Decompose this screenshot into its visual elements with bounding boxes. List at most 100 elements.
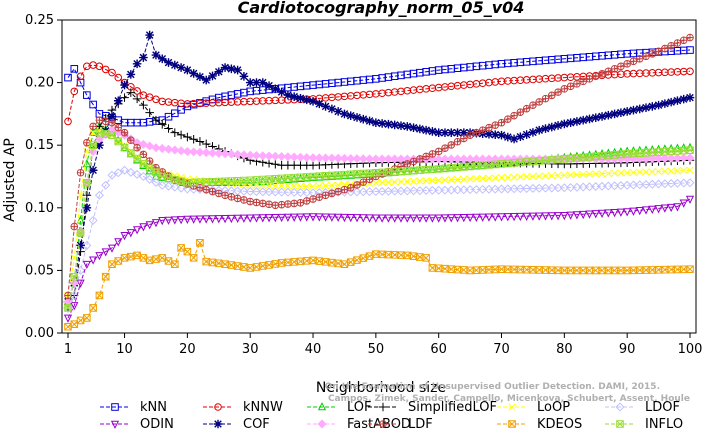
data-point-ldof [151, 177, 161, 187]
data-point-odin [579, 210, 588, 220]
data-point-ldof [635, 180, 645, 190]
data-point-ldf [340, 185, 349, 194]
y-tick-label: 0.15 [25, 138, 54, 153]
data-point-lof [145, 166, 154, 175]
data-point-loop [372, 179, 380, 187]
series-ldf [64, 33, 694, 300]
data-point-ldf [83, 138, 91, 147]
data-point-fastabod [214, 148, 224, 158]
data-point-cof [503, 132, 513, 142]
data-point-fastabod [226, 149, 236, 159]
data-point-fastabod [170, 145, 180, 155]
data-point-ldf [453, 137, 462, 146]
data-point-ldf [654, 47, 663, 56]
data-point-loop [277, 182, 286, 190]
data-point-inflo [441, 164, 449, 173]
data-point-loop [89, 129, 97, 137]
data-point-fastabod [672, 153, 682, 163]
data-point-loop [397, 178, 405, 186]
x-tick-label: 70 [493, 342, 510, 357]
data-point-lof [334, 171, 343, 180]
data-point-knnw [139, 91, 148, 99]
data-point-kdeos [158, 254, 167, 262]
data-point-lof [359, 169, 368, 179]
data-point-cof [220, 63, 230, 72]
data-point-ldf [642, 52, 650, 61]
data-point-fastabod [157, 143, 167, 153]
data-point-cof [534, 125, 544, 135]
data-point-loop [541, 172, 550, 180]
data-point-fastabod [69, 278, 79, 288]
data-point-odin [327, 213, 336, 222]
data-point-odin [597, 209, 607, 218]
data-point-ldof [584, 182, 594, 192]
legend-marker-loop [508, 403, 516, 411]
data-point-fastabod [302, 152, 312, 162]
x-tick-label: 100 [678, 342, 702, 357]
data-point-ldof [453, 185, 463, 195]
data-point-odin [63, 314, 73, 323]
data-point-cof [164, 58, 173, 67]
data-point-cof [654, 100, 663, 110]
data-point-odin [654, 205, 663, 214]
data-point-kdeos [252, 263, 261, 271]
data-point-ldof [679, 178, 689, 188]
data-point-odin [572, 211, 582, 220]
data-point-inflo [686, 146, 694, 155]
data-point-ldof [641, 180, 651, 190]
data-point-cof [560, 119, 569, 129]
y-tick-label: 0.00 [25, 326, 54, 341]
data-point-fastabod [295, 152, 305, 162]
data-point-cof [189, 69, 198, 78]
data-point-lof [340, 170, 349, 180]
data-point-odin [484, 213, 494, 222]
data-point-fastabod [289, 152, 299, 162]
data-point-fastabod [685, 153, 695, 163]
data-point-cof [208, 71, 217, 81]
data-point-inflo [434, 165, 443, 173]
data-point-ldof [415, 186, 425, 196]
data-point-loop [472, 175, 481, 183]
data-point-cof [390, 120, 400, 130]
data-point-loop [535, 172, 543, 180]
data-point-ldof [88, 215, 98, 225]
data-point-inflo [114, 137, 123, 146]
data-point-cof [346, 111, 356, 120]
data-point-knn [83, 91, 91, 99]
data-point-fastabod [107, 125, 117, 135]
data-point-ldf [591, 72, 600, 81]
data-point-cof [264, 81, 274, 91]
data-point-cof [139, 53, 148, 62]
data-point-odin [315, 213, 324, 222]
data-point-ldof [69, 290, 79, 300]
legend-label-kdeos: KDEOS [537, 417, 582, 432]
data-point-ldof [258, 187, 268, 197]
data-point-ldf [491, 121, 500, 129]
data-point-kdeos [296, 257, 305, 266]
data-point-odin [396, 214, 406, 223]
data-point-ldof [352, 187, 362, 197]
data-point-ldf [208, 187, 217, 196]
data-point-odin [522, 212, 531, 221]
data-point-inflo [64, 304, 72, 312]
data-point-cof [151, 50, 161, 60]
data-point-ldf [604, 67, 613, 76]
data-point-kdeos [566, 266, 575, 275]
data-point-inflo [422, 165, 430, 174]
data-point-cof [610, 109, 619, 119]
data-point-cof [377, 119, 387, 128]
data-point-inflo [428, 165, 437, 174]
data-point-kdeos [139, 254, 148, 262]
legend-label-fastabod: FastABOD [347, 417, 411, 432]
legend-item-lof: LOF [307, 400, 372, 415]
data-point-cof [528, 128, 538, 137]
data-point-ldof [522, 184, 532, 194]
data-point-ldf [547, 91, 556, 100]
data-point-odin [560, 212, 569, 221]
data-point-odin [604, 209, 613, 218]
data-point-ldof [484, 184, 494, 194]
data-point-loop [560, 171, 568, 179]
data-point-kdeos [686, 265, 694, 273]
data-point-lof [321, 172, 330, 181]
data-point-loop [629, 168, 638, 177]
